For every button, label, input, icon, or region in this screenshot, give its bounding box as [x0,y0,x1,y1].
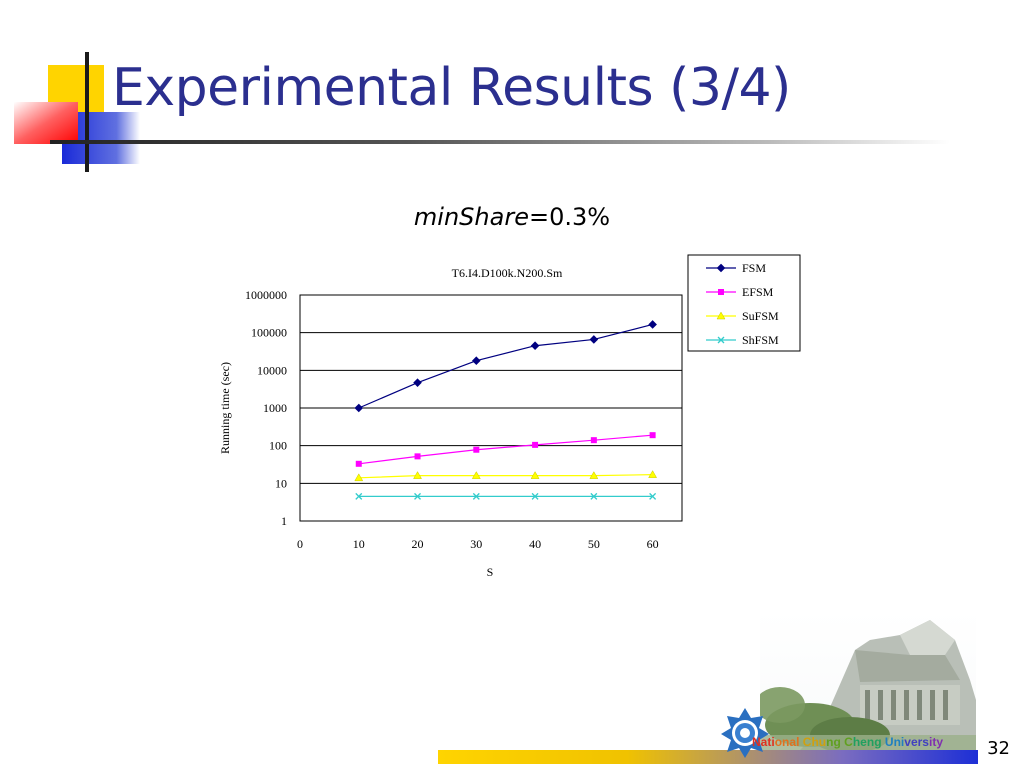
data-point [530,471,540,479]
data-point [589,471,599,479]
data-point [649,432,656,439]
chart-title: T6.I4.D100k.N200.Sm [452,266,563,280]
series-fsm [354,320,657,413]
data-point [648,470,658,478]
chart-legend: FSM EFSM SuFSM ShFSM [687,254,801,352]
series-line [358,434,653,465]
y-tick-label: 100000 [251,326,287,340]
data-point [716,311,726,320]
university-name: National Chung Cheng University [752,735,943,749]
legend-label: SuFSM [742,309,779,323]
plot-area [299,294,683,522]
legend-item-sufsm: SuFSM [706,309,779,323]
data-point [473,446,480,453]
data-point [717,336,725,344]
data-point [532,441,539,448]
data-point [413,378,422,387]
legend-item-fsm: FSM [706,261,766,275]
data-point [718,289,724,295]
data-point [355,492,363,500]
y-tick-label: 1000000 [245,288,287,302]
x-tick-label: 50 [588,537,600,551]
data-point [530,341,540,351]
series-sufsm [354,470,658,482]
y-tick-label: 10000 [257,363,287,377]
subtitle-param: minShare [413,203,529,231]
data-point [414,453,421,460]
x-tick-label: 30 [470,537,482,551]
y-tick-label: 100 [269,439,287,453]
data-point [472,356,481,366]
series-shfsm [355,492,657,500]
data-point [354,403,364,413]
chart-series [354,320,658,500]
series-line [358,323,653,409]
data-point [413,471,422,479]
data-point [648,320,657,329]
y-axis-label: Running time (sec) [218,362,232,454]
data-point [471,471,481,479]
data-point [414,492,421,500]
line-chart: T6.I4.D100k.N200.Sm 11010010001000010000… [218,254,801,579]
x-axis-label: S [487,565,494,579]
footer-bar [438,750,978,764]
building-photo [760,610,976,750]
decorative-squares-icon [14,52,140,172]
data-point [649,492,657,500]
legend-item-shfsm: ShFSM [706,333,779,347]
x-tick-label: 0 [297,537,303,551]
y-tick-label: 1000 [263,401,287,415]
subtitle-value: =0.3% [528,203,611,231]
series-line [358,474,653,479]
page-number: 32 [987,738,1010,759]
x-axis-ticks: 0 10 20 30 40 50 60 [297,537,659,551]
data-point [589,335,599,344]
legend-label: FSM [742,261,766,275]
x-tick-label: 20 [412,537,424,551]
data-point [354,473,364,482]
y-tick-label: 1 [281,514,287,528]
data-point [472,492,480,500]
y-tick-label: 10 [275,476,287,490]
x-tick-label: 60 [647,537,659,551]
data-point [590,437,597,444]
slide-subtitle: minShare=0.3% [0,203,1024,231]
legend-label: EFSM [742,285,774,299]
legend-item-efsm: EFSM [706,285,774,299]
data-point [355,460,362,467]
y-axis-ticks: 1 10 100 1000 10000 100000 1000000 [245,288,287,528]
data-point [531,492,539,500]
title-underline [50,140,950,144]
data-point [716,263,726,273]
university-name-text: National Chung Cheng University [752,735,944,749]
x-tick-label: 10 [353,537,365,551]
x-tick-label: 40 [529,537,541,551]
legend-label: ShFSM [742,333,779,347]
university-logo-icon [721,708,769,758]
legend-box [687,254,801,352]
series-efsm [355,432,656,467]
slide-title: Experimental Results (3/4) [112,58,791,118]
data-point [590,492,598,500]
